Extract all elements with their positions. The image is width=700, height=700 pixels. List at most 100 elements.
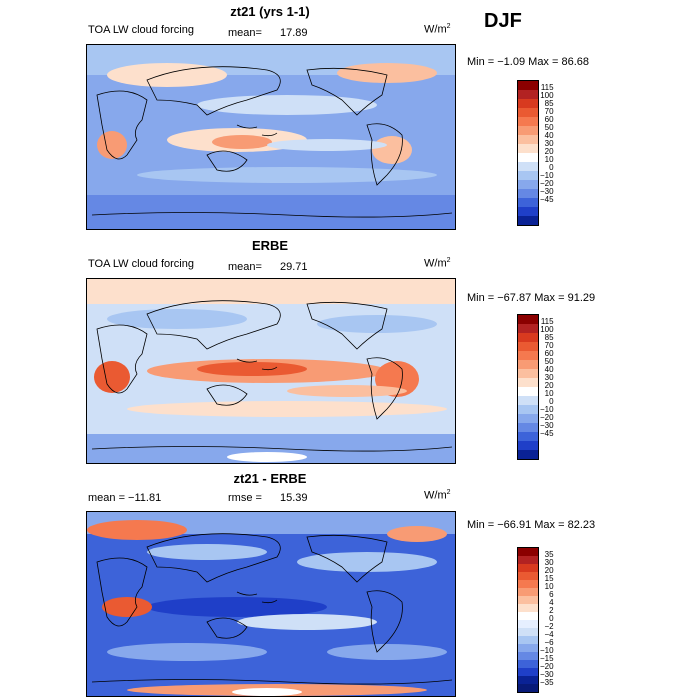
panel1-cb-swatch bbox=[518, 216, 538, 225]
cb-tick-label: 60 bbox=[544, 349, 554, 358]
cb-tick-label: −10 bbox=[540, 171, 554, 180]
panel1-colorbar bbox=[517, 80, 539, 226]
panel2-field-label: TOA LW cloud forcing bbox=[88, 258, 194, 270]
cb-tick-label: 60 bbox=[544, 115, 554, 124]
panel3-cb-swatch bbox=[518, 660, 538, 668]
panel2-cb-swatch bbox=[518, 342, 538, 351]
cb-tick-label: 2 bbox=[549, 606, 554, 615]
cb-tick-label: 30 bbox=[544, 373, 554, 382]
panel3-rmse-label: rmse = bbox=[228, 492, 262, 504]
cb-tick-label: 70 bbox=[544, 107, 554, 116]
panel3-mean-label: mean = −11.81 bbox=[88, 492, 162, 504]
panel2-cb-swatch bbox=[518, 441, 538, 450]
panel2-units: W/m2 bbox=[424, 257, 451, 270]
cb-tick-label: 40 bbox=[544, 365, 554, 374]
panel3-cb-swatch bbox=[518, 612, 538, 620]
panel2-minmax: Min = −67.87 Max = 91.29 bbox=[467, 292, 596, 304]
panel1-colorbar-labels: 115 100 85 70 60 50 40 30 20 10 0 −10 −2… bbox=[540, 84, 554, 204]
cb-tick-label: 70 bbox=[544, 341, 554, 350]
cb-tick-label: 115 bbox=[540, 317, 554, 326]
panel2-mean-label: mean= bbox=[228, 261, 262, 273]
panel3-rmse-value: 15.39 bbox=[280, 492, 308, 504]
panel2-colorbar-labels: 115 100 85 70 60 50 40 30 20 10 0 −10 −2… bbox=[540, 318, 554, 438]
panel1-cb-swatch bbox=[518, 135, 538, 144]
cb-tick-label: −15 bbox=[540, 654, 554, 663]
cb-tick-label: −30 bbox=[540, 670, 554, 679]
panel1-minmax: Min = −1.09 Max = 86.68 bbox=[467, 56, 589, 68]
panel2-cb-swatch bbox=[518, 369, 538, 378]
panel1-cb-swatch bbox=[518, 198, 538, 207]
panel2-cb-swatch bbox=[518, 315, 538, 324]
panel1-cb-swatch bbox=[518, 153, 538, 162]
cb-tick-label: 10 bbox=[544, 155, 554, 164]
cb-tick-label: −10 bbox=[540, 646, 554, 655]
panel3-cb-swatch bbox=[518, 588, 538, 596]
cb-tick-label: 35 bbox=[544, 550, 554, 559]
cb-tick-label: 50 bbox=[544, 123, 554, 132]
cb-tick-label: 0 bbox=[549, 397, 554, 406]
panel1-units: W/m2 bbox=[424, 23, 451, 36]
panel1-cb-swatch bbox=[518, 189, 538, 198]
cb-tick-label: 0 bbox=[549, 614, 554, 623]
panel3-cb-swatch bbox=[518, 604, 538, 612]
panel3-cb-swatch bbox=[518, 668, 538, 676]
panel3-cb-swatch bbox=[518, 652, 538, 660]
panel1-title: zt21 (yrs 1-1) bbox=[230, 4, 310, 19]
panel3-map bbox=[86, 511, 456, 697]
panel2-cb-swatch bbox=[518, 396, 538, 405]
panel2-cb-swatch bbox=[518, 405, 538, 414]
panel2-title: ERBE bbox=[251, 238, 289, 253]
cb-tick-label: 30 bbox=[544, 139, 554, 148]
panel1-cb-swatch bbox=[518, 207, 538, 216]
panel1-cb-swatch bbox=[518, 180, 538, 189]
cb-tick-label: 10 bbox=[544, 582, 554, 591]
cb-tick-label: −2 bbox=[544, 622, 554, 631]
panel3-cb-swatch bbox=[518, 684, 538, 692]
panel1-cb-swatch bbox=[518, 81, 538, 90]
panel3-cb-swatch bbox=[518, 620, 538, 628]
cb-tick-label: 10 bbox=[544, 389, 554, 398]
panel1-cb-swatch bbox=[518, 108, 538, 117]
panel1-cb-swatch bbox=[518, 162, 538, 171]
panel2-cb-swatch bbox=[518, 360, 538, 369]
panel3-cb-swatch bbox=[518, 564, 538, 572]
panel1-mean-label: mean= bbox=[228, 27, 262, 39]
panel1-cb-swatch bbox=[518, 144, 538, 153]
cb-tick-label: −20 bbox=[540, 662, 554, 671]
panel3-cb-swatch bbox=[518, 580, 538, 588]
cb-tick-label: 100 bbox=[540, 91, 554, 100]
cb-tick-label: 85 bbox=[544, 333, 554, 342]
panel3-cb-swatch bbox=[518, 596, 538, 604]
panel3-cb-swatch bbox=[518, 572, 538, 580]
panel2-cb-swatch bbox=[518, 333, 538, 342]
panel2-colorbar bbox=[517, 314, 539, 460]
panel3-cb-swatch bbox=[518, 556, 538, 564]
cb-tick-label: 20 bbox=[544, 566, 554, 575]
cb-tick-label: 4 bbox=[549, 598, 554, 607]
panel2-map bbox=[86, 278, 456, 464]
cb-tick-label: −45 bbox=[540, 195, 554, 204]
cb-tick-label: 20 bbox=[544, 147, 554, 156]
panel1-cb-swatch bbox=[518, 171, 538, 180]
cb-tick-label: 15 bbox=[544, 574, 554, 583]
panel3-minmax: Min = −66.91 Max = 82.23 bbox=[467, 519, 596, 531]
cb-tick-label: 50 bbox=[544, 357, 554, 366]
cb-tick-label: 100 bbox=[540, 325, 554, 334]
cb-tick-label: 115 bbox=[540, 83, 554, 92]
cb-tick-label: −30 bbox=[540, 187, 554, 196]
panel3-cb-swatch bbox=[518, 628, 538, 636]
cb-tick-label: 40 bbox=[544, 131, 554, 140]
panel3-cb-swatch bbox=[518, 548, 538, 556]
panel1-field-label: TOA LW cloud forcing bbox=[88, 24, 194, 36]
panel2-cb-swatch bbox=[518, 414, 538, 423]
cb-tick-label: −35 bbox=[540, 678, 554, 687]
cb-tick-label: 20 bbox=[544, 381, 554, 390]
cb-tick-label: −6 bbox=[544, 638, 554, 647]
cb-tick-label: −20 bbox=[540, 179, 554, 188]
panel2-cb-swatch bbox=[518, 324, 538, 333]
panel1-cb-swatch bbox=[518, 126, 538, 135]
panel2-cb-swatch bbox=[518, 378, 538, 387]
panel3-units: W/m2 bbox=[424, 489, 451, 502]
panel3-colorbar-labels: 35 30 20 15 10 6 4 2 0 −2 −4 −6 −10 −15 … bbox=[540, 551, 554, 687]
panel1-map bbox=[86, 44, 456, 230]
